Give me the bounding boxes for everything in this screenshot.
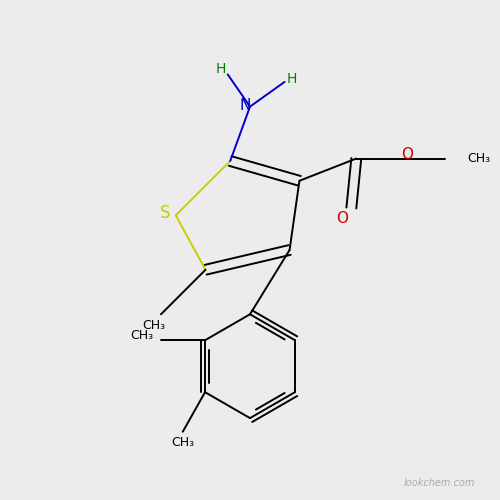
Text: lookchem.com: lookchem.com	[404, 478, 475, 488]
Text: O: O	[336, 212, 348, 226]
Text: H: H	[215, 62, 226, 76]
Text: CH₃: CH₃	[130, 329, 153, 342]
Text: S: S	[160, 204, 170, 222]
Text: O: O	[401, 147, 413, 162]
Text: CH₃: CH₃	[142, 318, 165, 332]
Text: H: H	[287, 72, 297, 86]
Text: CH₃: CH₃	[468, 152, 490, 165]
Text: CH₃: CH₃	[171, 436, 194, 449]
Text: N: N	[240, 98, 250, 113]
